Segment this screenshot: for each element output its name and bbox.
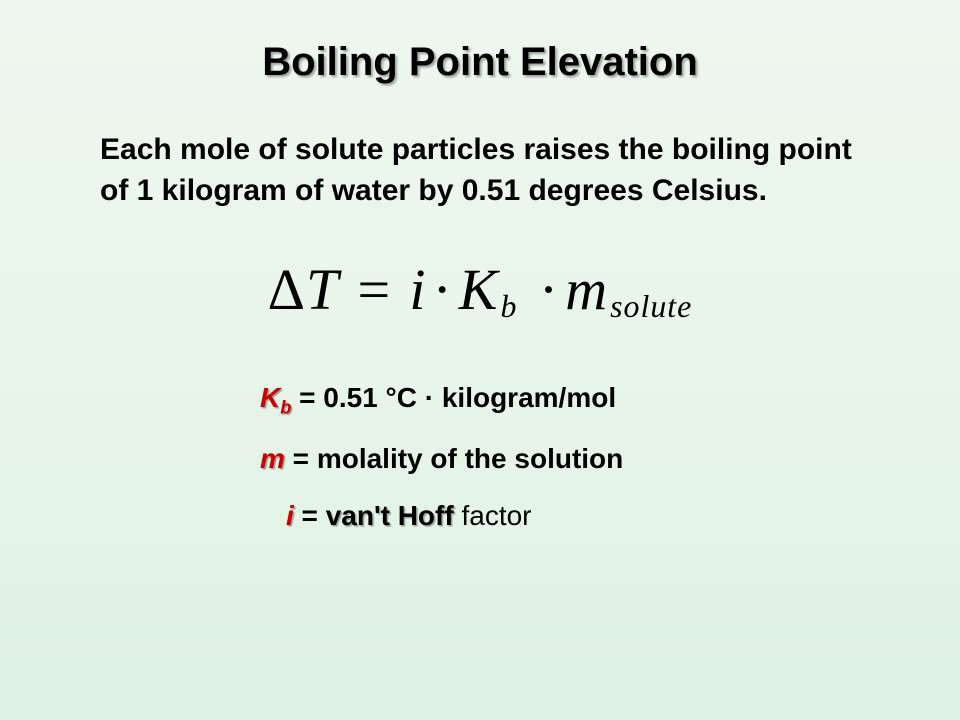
- def-i-symbol: i: [286, 500, 294, 531]
- eq-m-sub: solute: [608, 289, 692, 324]
- def-kb-text: = 0.51 °C · kilogram/mol: [291, 382, 616, 413]
- eq-dot-1: ·: [426, 257, 458, 322]
- def-m: m = molality of the solution: [260, 439, 900, 478]
- def-kb-sub: b: [280, 398, 291, 418]
- eq-T: T: [306, 257, 338, 322]
- eq-K: K: [459, 257, 499, 322]
- definitions-block: Kb = 0.51 °C · kilogram/mol m = molality…: [260, 378, 900, 535]
- slide-container: Boiling Point Elevation Each mole of sol…: [0, 0, 960, 720]
- def-kb: Kb = 0.51 °C · kilogram/mol: [260, 378, 900, 421]
- eq-equals: =: [354, 257, 394, 322]
- main-equation: ΔT = i·Kb ·msolute: [60, 256, 900, 323]
- def-kb-symbol: Kb: [260, 382, 291, 413]
- slide-description: Each mole of solute particles raises the…: [100, 130, 860, 211]
- eq-delta: Δ: [268, 257, 306, 322]
- def-m-text: = molality of the solution: [285, 443, 623, 474]
- def-i-emph: van't Hoff: [326, 500, 454, 531]
- slide-title: Boiling Point Elevation: [60, 40, 900, 85]
- eq-dot-2: ·: [533, 257, 565, 322]
- eq-K-sub: b: [498, 289, 517, 324]
- def-i-eq: =: [294, 500, 326, 531]
- eq-i: i: [409, 257, 426, 322]
- def-i-rest: factor: [454, 500, 532, 531]
- def-i: i = van't Hoff factor: [286, 496, 900, 535]
- def-m-symbol: m: [260, 443, 285, 474]
- def-kb-K: K: [260, 382, 280, 413]
- eq-m: m: [565, 257, 608, 322]
